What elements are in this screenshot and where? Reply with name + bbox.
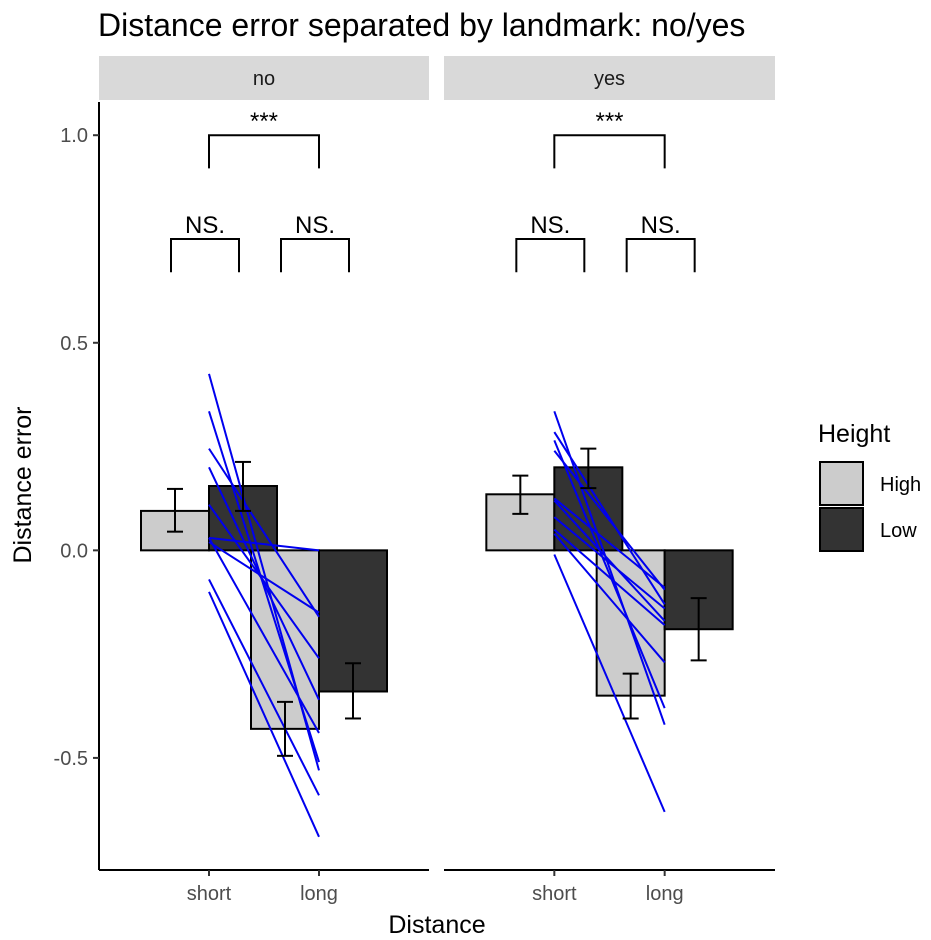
y-tick-label: 0.0 bbox=[60, 540, 88, 562]
individual-line bbox=[553, 439, 666, 709]
individual-line bbox=[208, 537, 320, 734]
legend-label-high: High bbox=[880, 474, 921, 496]
legend-swatch-high bbox=[819, 461, 864, 506]
significance-bracket: NS. bbox=[170, 212, 240, 273]
facet-strip bbox=[99, 56, 429, 100]
x-tick-label: long bbox=[300, 883, 338, 905]
individual-line bbox=[553, 450, 666, 591]
legend-swatch-low bbox=[819, 507, 864, 552]
error-bar bbox=[235, 460, 251, 512]
legend: Height High Low bbox=[818, 420, 921, 552]
significance-bracket: *** bbox=[208, 108, 320, 169]
individual-line bbox=[208, 504, 320, 659]
individual-line bbox=[553, 499, 666, 622]
panel-yes: yes NS. NS. *** short long bbox=[444, 56, 775, 905]
individual-line bbox=[553, 516, 666, 610]
x-axis-title: Distance bbox=[388, 911, 485, 939]
y-axis: -0.5 0.0 0.5 1.0 bbox=[54, 102, 100, 870]
legend-label-low: Low bbox=[880, 520, 917, 542]
individual-line bbox=[553, 431, 666, 605]
individual-line bbox=[208, 448, 320, 618]
individual-line bbox=[553, 528, 666, 626]
significance-bracket: NS. bbox=[280, 212, 350, 273]
facet-strip bbox=[444, 56, 775, 100]
significance-label: *** bbox=[595, 108, 623, 135]
error-bar bbox=[277, 700, 293, 757]
y-tick-label: 1.0 bbox=[60, 125, 88, 147]
error-bar bbox=[345, 662, 361, 720]
facet-strip-label: yes bbox=[594, 68, 625, 90]
x-tick-label: short bbox=[532, 883, 577, 905]
individual-line bbox=[208, 541, 320, 614]
individual-line bbox=[553, 410, 666, 726]
y-axis-title: Distance error bbox=[9, 407, 37, 564]
panel-no: no NS. NS. *** short long bbox=[99, 56, 429, 905]
x-tick-label: short bbox=[187, 883, 232, 905]
bar-high-long bbox=[250, 549, 320, 730]
error-bar bbox=[580, 447, 597, 490]
individual-line bbox=[208, 536, 320, 552]
individual-line bbox=[208, 466, 320, 701]
significance-label: *** bbox=[250, 108, 278, 135]
significance-label: NS. bbox=[530, 212, 570, 239]
error-bar bbox=[622, 672, 639, 720]
individual-line bbox=[208, 578, 320, 796]
individual-line bbox=[208, 591, 320, 838]
individual-line bbox=[553, 497, 666, 589]
error-bar bbox=[167, 487, 183, 533]
individual-line bbox=[553, 554, 666, 813]
significance-label: NS. bbox=[641, 212, 681, 239]
individual-line bbox=[208, 410, 320, 763]
individual-line bbox=[553, 533, 666, 664]
significance-label: NS. bbox=[295, 212, 335, 239]
facet-strip-label: no bbox=[253, 68, 275, 90]
y-tick-label: -0.5 bbox=[54, 748, 88, 770]
chart-title: Distance error separated by landmark: no… bbox=[98, 7, 745, 43]
y-tick-label: 0.5 bbox=[60, 333, 88, 355]
significance-label: NS. bbox=[185, 212, 225, 239]
legend-title: Height bbox=[818, 420, 890, 448]
significance-bracket: NS. bbox=[515, 212, 586, 273]
x-tick-label: long bbox=[646, 883, 684, 905]
significance-bracket: *** bbox=[553, 108, 666, 169]
error-bar bbox=[512, 474, 529, 515]
facet-panels: no NS. NS. *** short long yes NS. NS. *** short lon… bbox=[99, 56, 775, 905]
error-bar bbox=[690, 597, 707, 662]
significance-bracket: NS. bbox=[625, 212, 696, 273]
